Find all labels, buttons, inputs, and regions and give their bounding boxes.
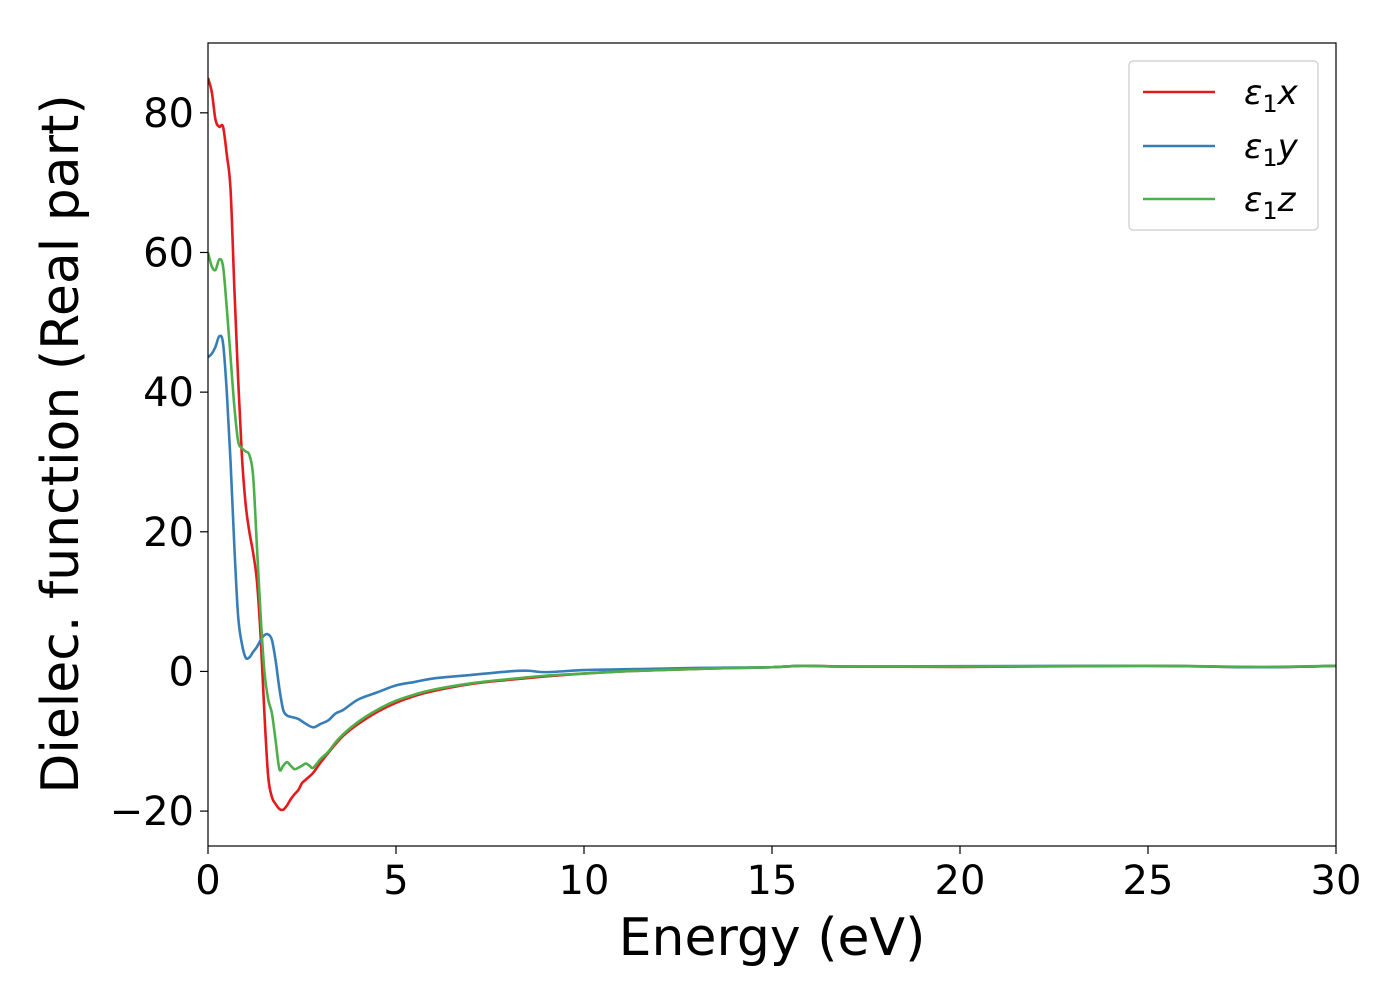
y-tick-label: 20 — [143, 510, 194, 556]
legend-component: x — [1277, 73, 1299, 113]
legend-symbol: ε — [1244, 127, 1262, 167]
y-tick-label: 0 — [169, 649, 194, 695]
x-tick-label: 30 — [1311, 858, 1362, 904]
y-axis-title: Dielec. function (Real part) — [31, 94, 91, 793]
series-line-z — [208, 252, 1336, 772]
x-tick-label: 25 — [1123, 858, 1174, 904]
legend-label-z: ε1z — [1244, 180, 1297, 225]
x-tick-label: 0 — [195, 858, 220, 904]
y-tick-label: −20 — [110, 789, 194, 835]
legend-subscript: 1 — [1262, 90, 1277, 118]
x-axis-ticks: 0 5 10 15 20 25 30 — [195, 846, 1361, 904]
x-tick-label: 10 — [559, 858, 610, 904]
y-tick-label: 40 — [143, 370, 194, 416]
y-axis-ticks: −20 0 20 40 60 80 — [110, 91, 208, 835]
legend-label-x: ε1x — [1244, 73, 1299, 118]
y-tick-label: 60 — [143, 230, 194, 276]
legend-box — [1128, 60, 1319, 231]
legend-label-y: ε1y — [1244, 127, 1299, 172]
x-tick-label: 15 — [747, 858, 798, 904]
legend-subscript: 1 — [1262, 144, 1277, 172]
x-axis-title: Energy (eV) — [619, 908, 926, 968]
legend-symbol: ε — [1244, 180, 1262, 220]
legend-symbol: ε — [1244, 73, 1262, 113]
y-tick-label: 80 — [143, 91, 194, 137]
legend-subscript: 1 — [1262, 197, 1277, 225]
legend-component: y — [1277, 127, 1299, 167]
x-tick-label: 5 — [383, 858, 408, 904]
x-tick-label: 20 — [935, 858, 986, 904]
legend-component: z — [1277, 180, 1297, 220]
series-layer — [208, 77, 1336, 812]
